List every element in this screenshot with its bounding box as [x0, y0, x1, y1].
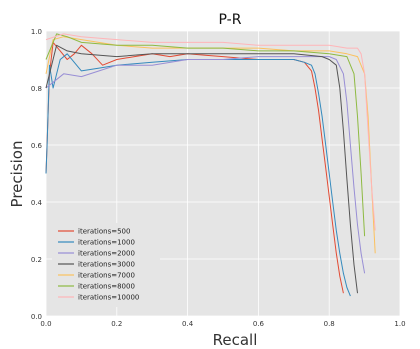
series-line-6 — [45, 33, 376, 231]
y-tick-label: 0.6 — [31, 142, 43, 150]
legend-label: iterations=10000 — [78, 294, 139, 302]
legend-label: iterations=2000 — [78, 250, 135, 258]
y-tick-label: 0.8 — [31, 85, 42, 93]
chart-title: P-R — [219, 12, 242, 28]
x-tick-label: 0.6 — [253, 320, 265, 328]
legend: iterations=500 iterations=1000 iterations=… — [52, 223, 160, 307]
x-axis-label: Recall — [213, 331, 258, 349]
series-line-3 — [45, 44, 358, 294]
legend-label: iterations=1000 — [78, 239, 135, 247]
y-tick-label: 1.0 — [31, 28, 42, 36]
y-tick-label: 0.2 — [31, 256, 42, 264]
x-tick-label: 1.0 — [394, 320, 405, 328]
series-line-5 — [45, 33, 366, 237]
legend-box — [52, 223, 160, 307]
y-tick-label: 0.0 — [31, 313, 42, 321]
series-line-2 — [45, 56, 366, 274]
x-tick-label: 0.4 — [182, 320, 194, 328]
series-line-1 — [45, 53, 351, 297]
x-tick-labels: 0.0 0.2 0.4 0.6 0.8 1.0 — [40, 320, 405, 328]
x-tick-label: 0.2 — [111, 320, 122, 328]
legend-label: iterations=3000 — [78, 261, 135, 269]
x-tick-label: 0.0 — [40, 320, 51, 328]
y-axis-label: Precision — [8, 141, 26, 208]
legend-label: iterations=500 — [78, 228, 130, 236]
y-tick-label: 0.4 — [31, 199, 43, 207]
series-line-0 — [45, 41, 344, 294]
legend-label: iterations=7000 — [78, 272, 135, 280]
y-tick-labels: 0.0 0.2 0.4 0.6 0.8 1.0 — [31, 28, 43, 321]
x-tick-label: 0.8 — [324, 320, 335, 328]
series-lines — [45, 33, 376, 297]
legend-label: iterations=8000 — [78, 283, 135, 291]
